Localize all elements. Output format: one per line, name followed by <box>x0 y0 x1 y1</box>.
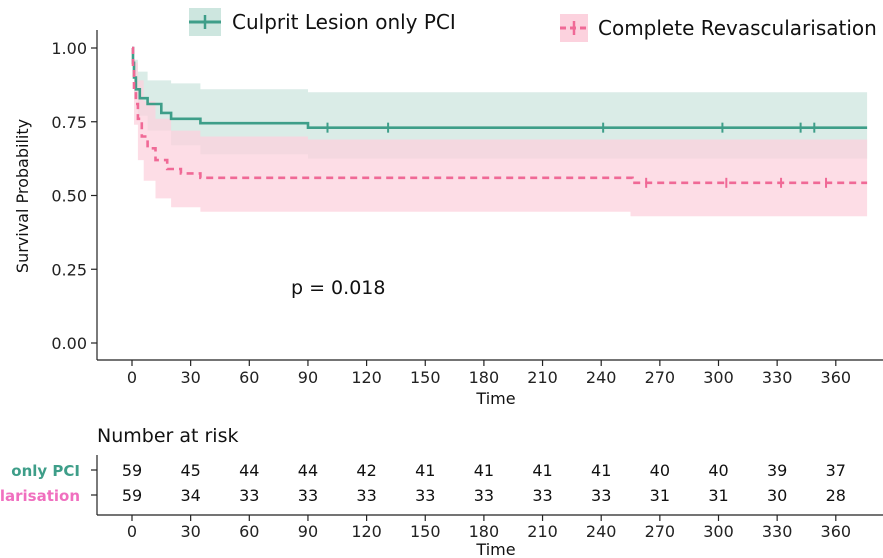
risk-cell: 31 <box>708 486 728 505</box>
risk-cell: 41 <box>532 461 552 480</box>
risk-cell: 41 <box>591 461 611 480</box>
risk-cell: 30 <box>767 486 787 505</box>
risk-x-tick-label: 180 <box>469 522 500 541</box>
risk-x-tick-label: 330 <box>762 522 793 541</box>
ci-band-1 <box>132 48 868 217</box>
risk-x-tick-label: 150 <box>410 522 441 541</box>
risk-cell: 39 <box>767 461 787 480</box>
legend-label-complete: Complete Revascularisation <box>598 16 877 40</box>
legend-item-culprit: Culprit Lesion only PCI <box>189 8 456 36</box>
risk-cell: 59 <box>122 461 142 480</box>
risk-table-title: Number at risk <box>97 425 239 447</box>
risk-cell: 59 <box>122 486 142 505</box>
risk-x-tick-label: 30 <box>180 522 200 541</box>
x-tick-label: 300 <box>703 368 734 387</box>
risk-x-tick-label: 360 <box>821 522 852 541</box>
risk-x-tick-label: 270 <box>645 522 676 541</box>
risk-label-complete: larisation <box>0 487 80 505</box>
risk-table: Number at risk only PCI larisation 59 45 4… <box>0 425 883 558</box>
p-value-annotation: p = 0.018 <box>291 277 385 299</box>
y-tick-label: 0.75 <box>51 113 87 132</box>
y-ticks: 0.00 0.25 0.50 0.75 1.00 <box>51 39 97 353</box>
survival-curves <box>131 46 868 185</box>
legend-item-complete: Complete Revascularisation <box>560 14 877 42</box>
risk-cell: 34 <box>180 486 200 505</box>
censor-marks <box>326 122 828 188</box>
risk-x-tick-label: 120 <box>351 522 382 541</box>
x-tick-label: 90 <box>298 368 318 387</box>
risk-cell: 28 <box>826 486 846 505</box>
risk-cell: 44 <box>298 461 318 480</box>
risk-cell: 33 <box>415 486 435 505</box>
risk-x-tick-label: 0 <box>127 522 137 541</box>
risk-cell: 33 <box>239 486 259 505</box>
x-tick-label: 210 <box>527 368 558 387</box>
x-axis-title: Time <box>475 389 515 408</box>
x-tick-label: 0 <box>127 368 137 387</box>
y-tick-label: 1.00 <box>51 39 87 58</box>
legend-label-culprit: Culprit Lesion only PCI <box>232 10 456 34</box>
risk-cell: 33 <box>591 486 611 505</box>
risk-cell: 41 <box>415 461 435 480</box>
risk-cell: 40 <box>708 461 728 480</box>
x-tick-label: 60 <box>239 368 259 387</box>
risk-cell: 37 <box>826 461 846 480</box>
risk-x-tick-label: 60 <box>239 522 259 541</box>
y-tick-label: 0.50 <box>51 187 87 206</box>
ci-band-0 <box>132 48 868 159</box>
y-tick-label: 0.00 <box>51 334 87 353</box>
risk-cell: 33 <box>474 486 494 505</box>
x-tick-label: 150 <box>410 368 441 387</box>
risk-cell: 42 <box>356 461 376 480</box>
risk-x-tick-label: 210 <box>527 522 558 541</box>
risk-label-culprit: only PCI <box>11 462 80 480</box>
risk-x-axis-title: Time <box>475 540 515 558</box>
y-axis-title: Survival Probability <box>13 119 32 273</box>
x-tick-label: 330 <box>762 368 793 387</box>
risk-cell: 33 <box>298 486 318 505</box>
risk-cell: 33 <box>356 486 376 505</box>
risk-cells: 59 45 44 44 42 41 41 41 41 40 40 39 37 59 34 33 33 33 33 33… <box>122 461 846 505</box>
x-tick-label: 120 <box>351 368 382 387</box>
risk-x-tick-label: 240 <box>586 522 617 541</box>
axes: 0.00 0.25 0.50 0.75 1.00 0 30 60 90 120 150 180 210… <box>13 30 883 408</box>
x-tick-label: 180 <box>469 368 500 387</box>
x-tick-label: 270 <box>645 368 676 387</box>
x-tick-label: 30 <box>180 368 200 387</box>
risk-cell: 40 <box>650 461 670 480</box>
risk-x-ticks: 0 30 60 90 120 150 180 210 240 270 300 330 360 <box>127 515 851 541</box>
x-tick-label: 360 <box>821 368 852 387</box>
y-tick-label: 0.25 <box>51 260 87 279</box>
risk-cell: 31 <box>650 486 670 505</box>
legend: Culprit Lesion only PCI Complete Revascu… <box>189 8 877 42</box>
risk-cell: 45 <box>180 461 200 480</box>
x-ticks: 0 30 60 90 120 150 180 210 240 270 300 330 360 <box>127 360 851 387</box>
risk-x-tick-label: 90 <box>298 522 318 541</box>
risk-cell: 41 <box>474 461 494 480</box>
x-tick-label: 240 <box>586 368 617 387</box>
survival-curve-1 <box>131 46 868 185</box>
confidence-bands <box>132 48 868 217</box>
risk-cell: 33 <box>532 486 552 505</box>
plot-area <box>131 46 868 217</box>
risk-x-tick-label: 300 <box>703 522 734 541</box>
risk-cell: 44 <box>239 461 259 480</box>
